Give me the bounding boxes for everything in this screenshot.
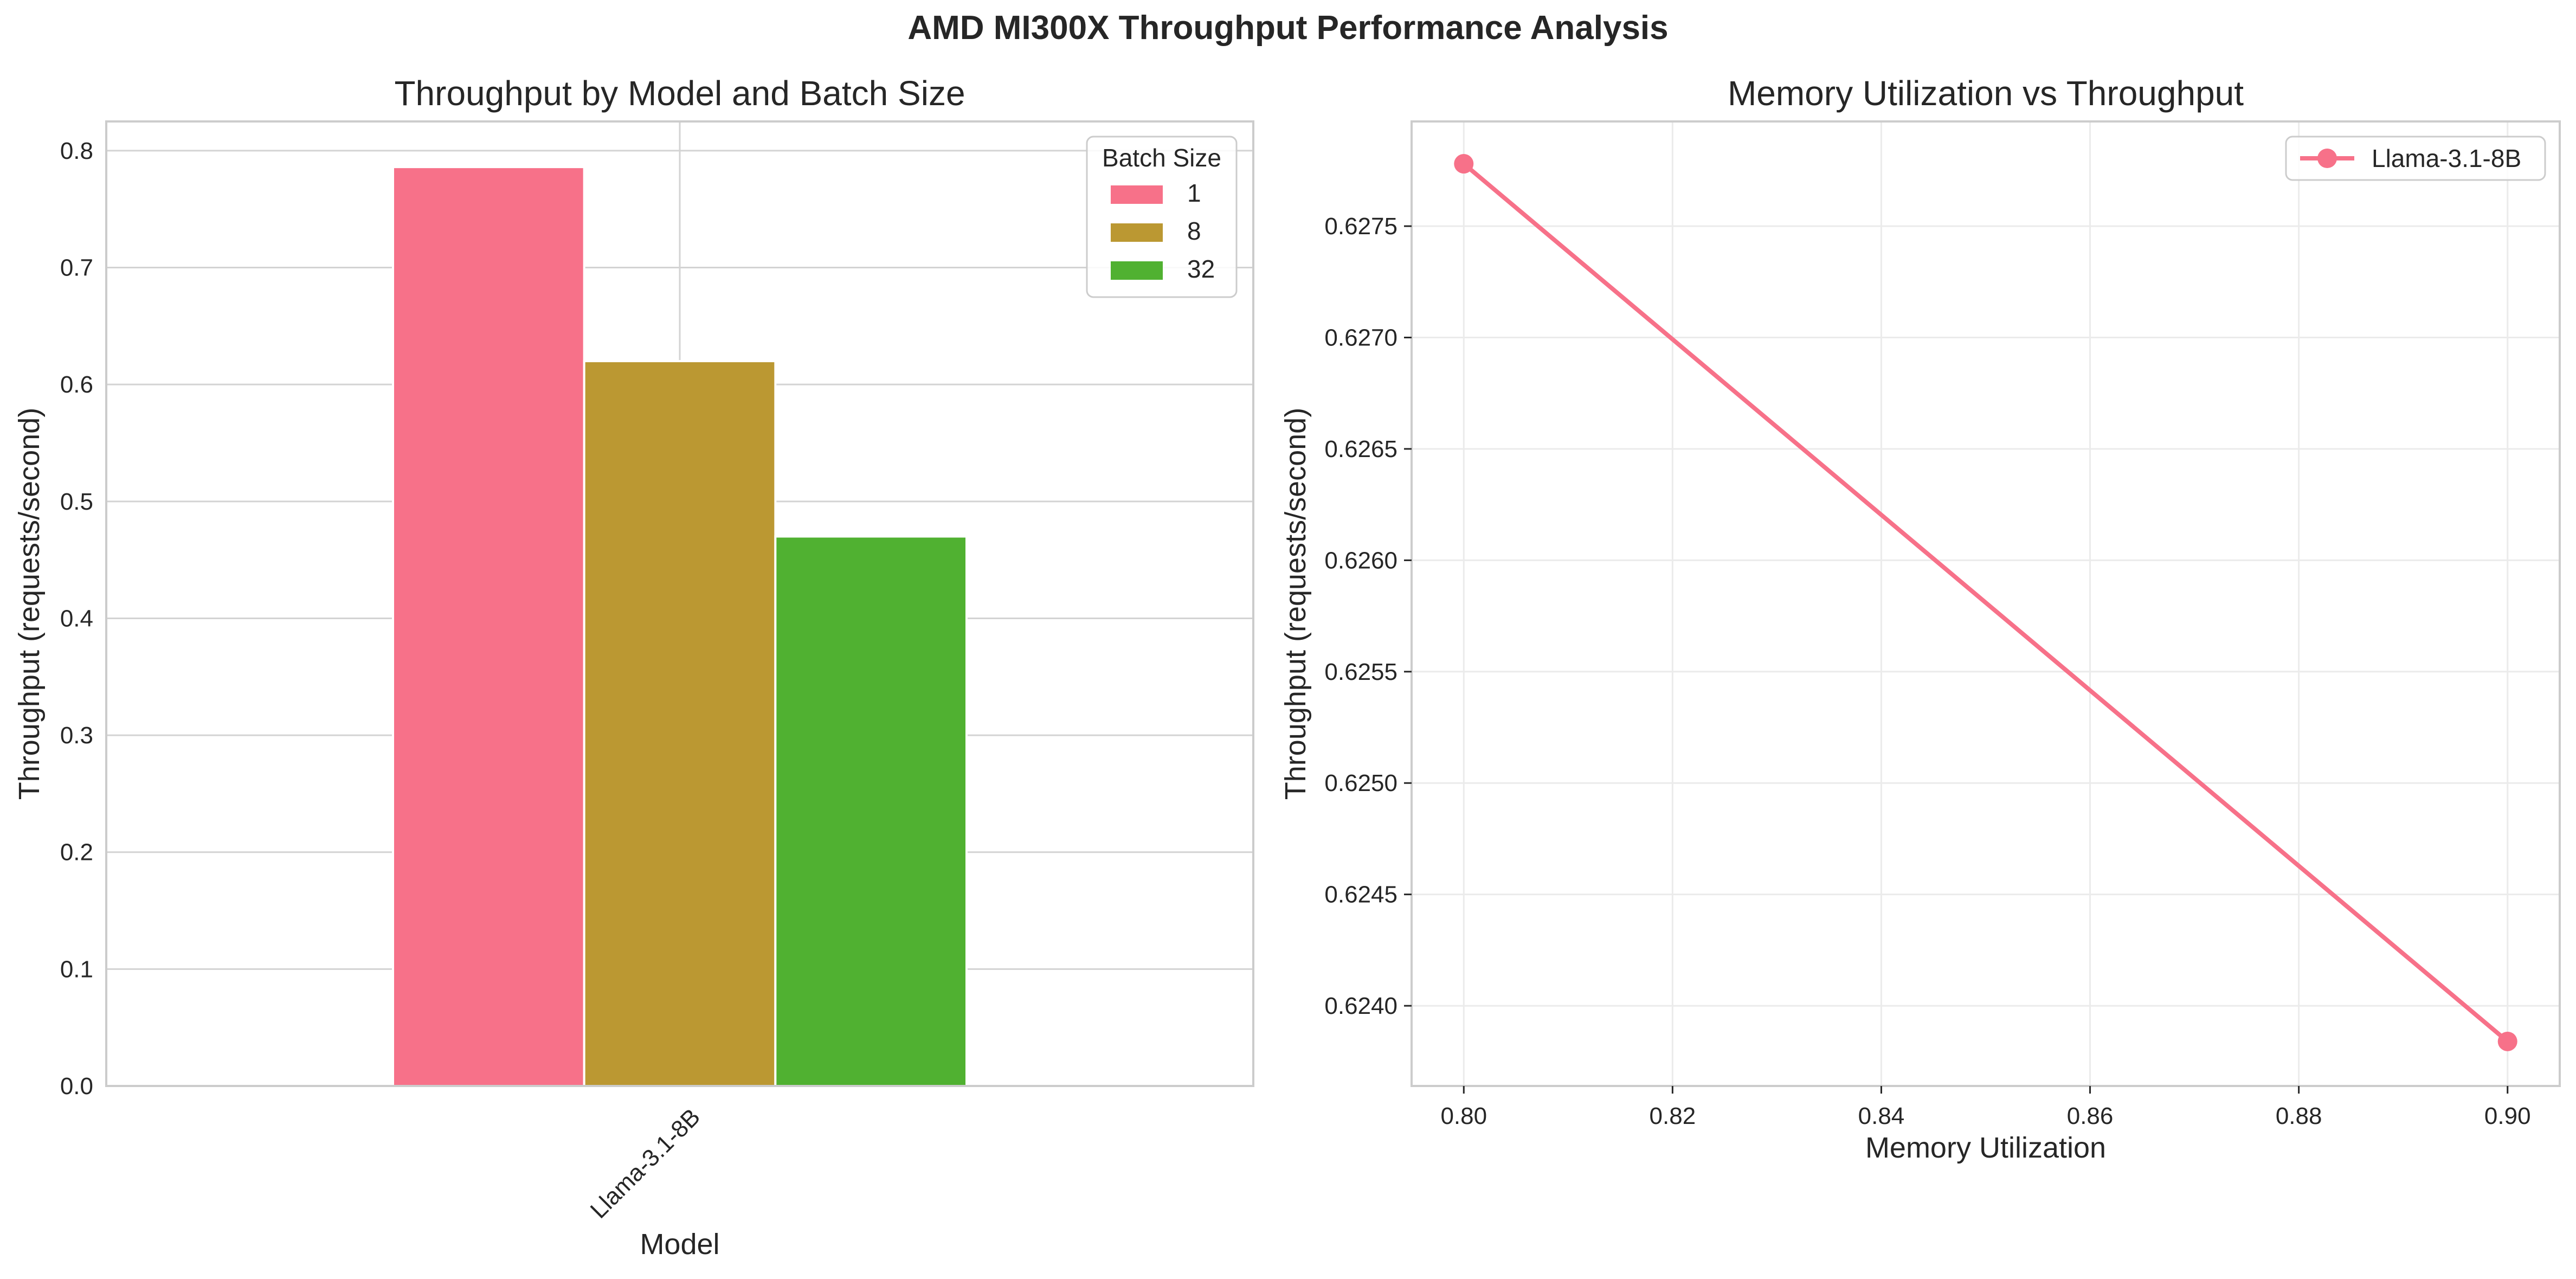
legend-label-8: 8 (1187, 217, 1201, 245)
legend-swatch-1 (1111, 185, 1163, 204)
data-point (1454, 154, 1474, 174)
chart-title: Memory Utilization vs Throughput (1728, 74, 2244, 113)
bar-8-Llama-3.1-8B (583, 360, 777, 1087)
y-tick-label: 0.6255 (1324, 659, 1398, 685)
y-tick-label: 0.7 (60, 255, 93, 281)
x-tick-label: 0.86 (2067, 1103, 2114, 1129)
x-axis-label: Memory Utilization (1865, 1132, 2106, 1164)
x-tick-label: 0.82 (1650, 1103, 1696, 1129)
legend-box (1086, 136, 1238, 298)
x-axis-label: Model (640, 1228, 719, 1261)
legend: Llama-3.1-8B (2285, 136, 2546, 181)
y-tick-label: 0.3 (60, 722, 93, 749)
legend-label-32: 32 (1187, 255, 1215, 283)
y-tick-label: 0.5 (60, 489, 93, 515)
y-tick-label: 0.6245 (1324, 882, 1398, 908)
legend-title: Batch Size (1102, 144, 1221, 172)
legend-marker (2317, 149, 2337, 168)
y-tick-label: 0.6275 (1324, 213, 1398, 240)
x-tick-label: 0.88 (2276, 1103, 2322, 1129)
bar-32-Llama-3.1-8B (774, 535, 968, 1087)
data-point (2497, 1031, 2517, 1051)
y-tick-label: 0.4 (60, 605, 93, 632)
plot-frame (1411, 120, 2561, 1087)
series-line (1462, 162, 2509, 1043)
plot-frame (105, 120, 1254, 1087)
legend-label-1: 1 (1187, 179, 1201, 207)
legend-swatch-8 (1111, 223, 1163, 242)
y-tick-label: 0.1 (60, 956, 93, 982)
y-tick-label: 0.6270 (1324, 325, 1398, 351)
y-axis-label: Throughput (requests/second) (13, 408, 46, 800)
y-tick-label: 0.6260 (1324, 547, 1398, 574)
chart-title: Throughput by Model and Batch Size (394, 74, 965, 113)
y-axis-label: Throughput (requests/second) (1279, 408, 1312, 800)
line-chart: 0.80 0.82 0.84 0.86 0.88 0.90 0.6240 0.6245 0.62… (1279, 74, 2561, 1164)
y-tick-label: 0.6 (60, 371, 93, 398)
legend-box (2285, 136, 2546, 181)
x-tick-label: 0.84 (1858, 1103, 1905, 1129)
legend-swatch-32 (1111, 261, 1163, 280)
y-tick-label: 0.0 (60, 1073, 93, 1100)
bar-chart: 0.00.10.20.30.40.50.60.70.8Llama-3.1-8BT… (13, 74, 1254, 1261)
y-tick-label: 0.2 (60, 839, 93, 866)
figure-title: AMD MI300X Throughput Performance Analys… (907, 9, 1668, 47)
x-tick-label: 0.80 (1440, 1103, 1487, 1129)
y-tick-label: 0.6250 (1324, 770, 1398, 796)
legend: Batch Size 1 8 32 (1086, 136, 1238, 298)
y-tick-label: 0.6265 (1324, 436, 1398, 462)
y-tick-label: 0.8 (60, 138, 93, 164)
bar-1-Llama-3.1-8B (392, 166, 585, 1088)
y-tick-label: 0.6240 (1324, 993, 1398, 1019)
x-tick-label: 0.90 (2484, 1103, 2531, 1129)
legend-label: Llama-3.1-8B (2372, 144, 2521, 172)
